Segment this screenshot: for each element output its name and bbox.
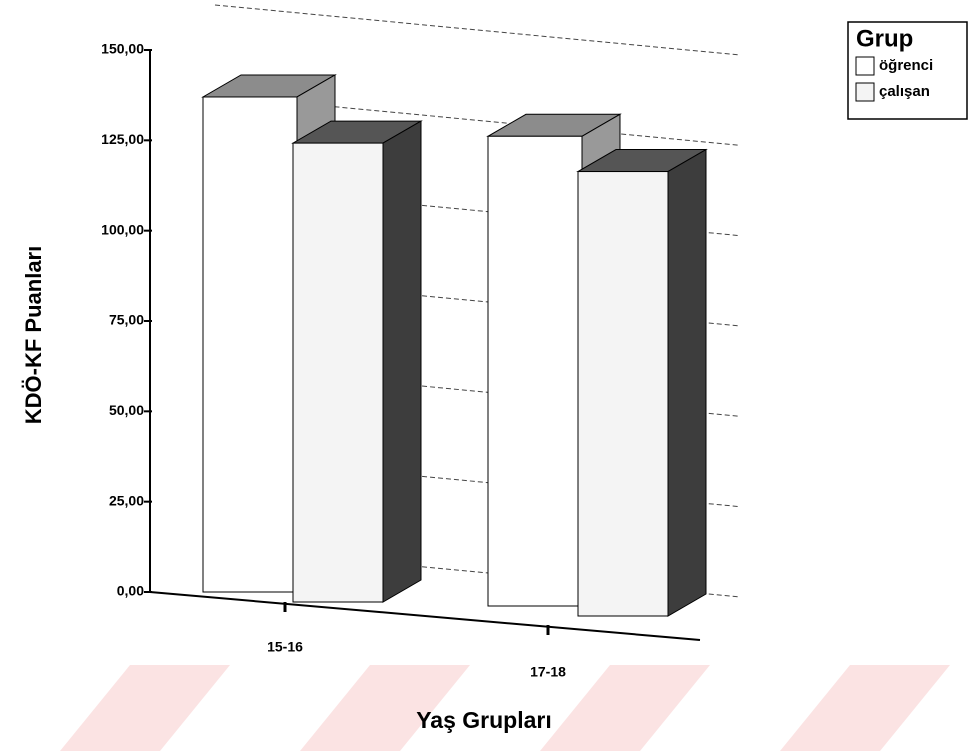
legend-label: çalışan — [879, 83, 930, 100]
y-tick-label: 50,00 — [109, 402, 144, 418]
y-tick-label: 0,00 — [117, 583, 144, 599]
watermark — [60, 665, 950, 751]
x-axis-label: Yaş Grupları — [416, 707, 552, 733]
legend-swatch — [855, 82, 875, 102]
x-axis — [149, 591, 701, 641]
bar-side — [382, 120, 422, 603]
y-axis-label: KDÖ-KF Puanları — [21, 246, 46, 424]
y-tick-label: 100,00 — [101, 221, 144, 237]
y-tick-label: 75,00 — [109, 312, 144, 328]
legend-label: öğrenci — [879, 57, 933, 74]
bar — [202, 96, 298, 593]
y-tick-label: 150,00 — [101, 41, 144, 57]
y-tick-label: 125,00 — [101, 131, 144, 147]
legend-title: Grup — [856, 25, 913, 52]
x-tick-label: 15-16 — [267, 639, 303, 655]
bar — [577, 171, 669, 617]
grid-line — [214, 4, 741, 56]
bar — [292, 142, 384, 603]
x-tick-label: 17-18 — [530, 664, 566, 680]
y-tick-label: 25,00 — [109, 492, 144, 508]
bar — [487, 135, 583, 607]
bar-side — [667, 148, 707, 617]
legend-swatch — [855, 56, 875, 76]
